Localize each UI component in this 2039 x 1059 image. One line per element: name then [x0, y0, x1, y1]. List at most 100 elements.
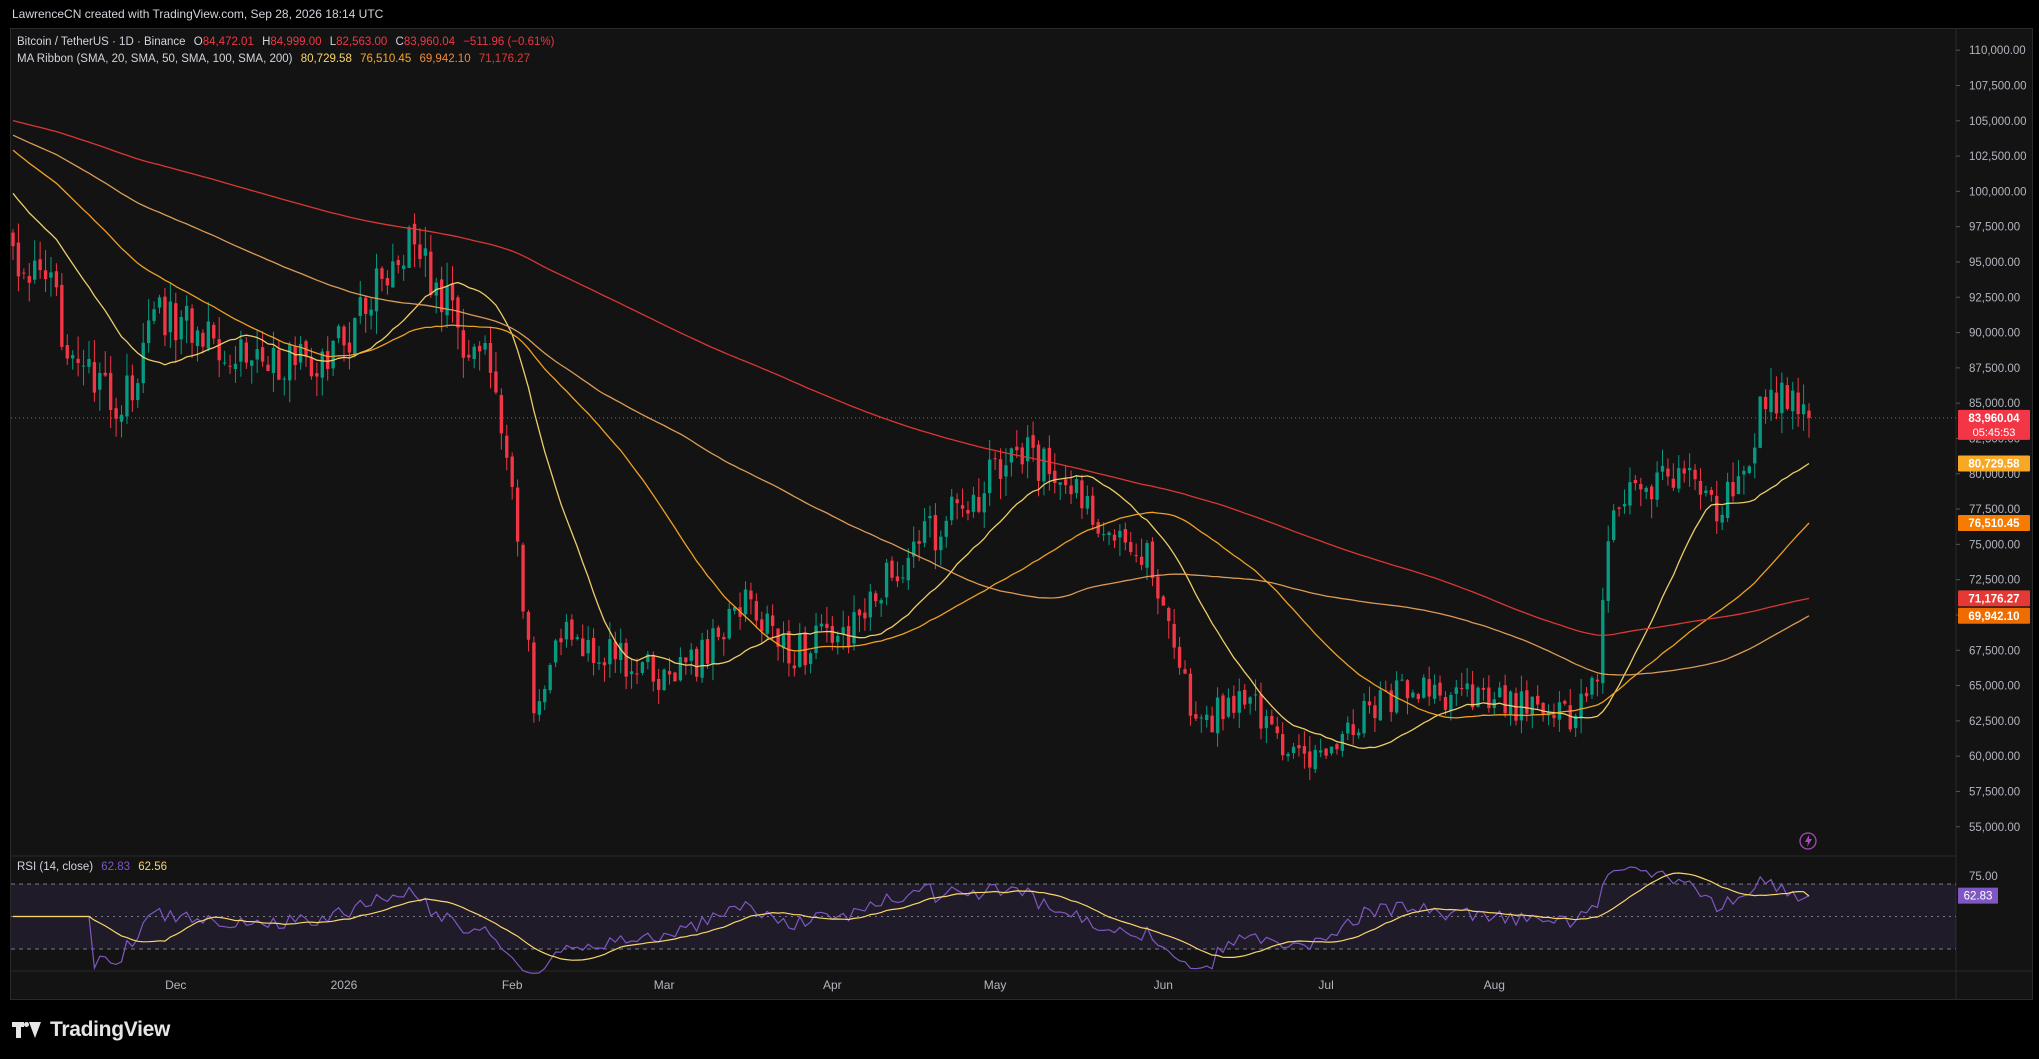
candle: [727, 602, 731, 640]
candle: [1129, 531, 1133, 556]
candle-body: [483, 343, 487, 350]
candle-body: [966, 509, 970, 514]
rsi-legend[interactable]: RSI (14, close) 62.83 62.56: [17, 861, 172, 873]
rsi-tick-label: 75.00: [1969, 871, 1998, 883]
symbol-legend[interactable]: Bitcoin / TetherUS · 1D · Binance O84,47…: [17, 36, 559, 48]
candle: [1069, 470, 1073, 505]
candle: [472, 343, 476, 369]
price-tick-label: 55,000.00: [1969, 822, 2020, 834]
candle: [1438, 675, 1442, 701]
candle: [1460, 672, 1464, 696]
candle: [950, 488, 954, 526]
candle-body: [1503, 685, 1507, 714]
candle-body: [895, 576, 900, 582]
candle-body: [1069, 485, 1073, 495]
candle-body: [1188, 673, 1193, 716]
candle: [505, 424, 509, 471]
candle-body: [472, 346, 476, 360]
candle-body: [884, 562, 889, 598]
candle-body: [103, 372, 107, 376]
candle-body: [1438, 682, 1442, 696]
candle-body: [646, 654, 650, 663]
price-tag-bg: [1958, 455, 2030, 472]
candle: [114, 397, 118, 437]
ma-ribbon-legend[interactable]: MA Ribbon (SMA, 20, SMA, 50, SMA, 100, S…: [17, 53, 535, 65]
candle-body: [716, 627, 721, 637]
candle: [1063, 464, 1068, 494]
candle: [890, 556, 894, 582]
candle: [49, 256, 53, 297]
candle-body: [657, 678, 661, 690]
candle: [412, 213, 417, 268]
price-tick-label: 102,500.00: [1969, 151, 2027, 163]
tradingview-brand[interactable]: TradingView: [12, 1018, 170, 1042]
chart-frame[interactable]: 55,000.00 57,500.00 60,000.00 62,500.00 65,0…: [10, 28, 2033, 1000]
candle: [1264, 709, 1269, 744]
candle-body: [1416, 694, 1421, 700]
candle: [635, 658, 639, 685]
time-tick-label: Feb: [502, 978, 523, 992]
candle: [1253, 679, 1258, 711]
candle: [1801, 384, 1806, 431]
candle: [1666, 458, 1670, 486]
candle: [1205, 705, 1209, 728]
candle: [532, 636, 536, 723]
candle: [1188, 668, 1193, 726]
candle-body: [581, 638, 585, 657]
candle-body: [331, 340, 335, 369]
candle-body: [1129, 542, 1133, 553]
candle-body: [776, 628, 780, 647]
candle: [1525, 680, 1529, 722]
candle: [1432, 674, 1437, 704]
candle-body: [727, 608, 731, 639]
candle: [1183, 660, 1187, 675]
candle-body: [1237, 691, 1241, 713]
candle-body: [879, 600, 883, 604]
candle-body: [1541, 702, 1545, 715]
candle-body: [673, 672, 677, 682]
candle: [922, 508, 927, 548]
candle: [1720, 506, 1724, 530]
candle-body: [141, 342, 145, 384]
candle: [928, 505, 932, 538]
candle-body: [1584, 692, 1589, 697]
price-chart[interactable]: 55,000.00 57,500.00 60,000.00 62,500.00 65,0…: [11, 29, 2032, 999]
candle: [1687, 453, 1692, 487]
candle-body: [906, 557, 910, 581]
candle: [1112, 529, 1117, 549]
candle-body: [998, 459, 1003, 479]
candle-body: [1557, 702, 1562, 720]
candle-body: [1248, 697, 1252, 704]
candle: [662, 668, 666, 692]
price-tick-label: 75,000.00: [1969, 539, 2020, 551]
candle: [499, 388, 504, 450]
candle: [1145, 540, 1149, 581]
axes: 55,000.00 57,500.00 60,000.00 62,500.00 65,0…: [165, 45, 2026, 992]
candle: [152, 301, 156, 325]
candle: [521, 542, 525, 619]
candle-body: [1210, 715, 1214, 733]
candle-body: [1123, 529, 1128, 543]
candle-body: [559, 638, 563, 643]
candle: [228, 354, 232, 374]
candle: [602, 657, 607, 682]
candle: [179, 310, 183, 355]
candle: [146, 299, 151, 353]
candle: [1329, 746, 1334, 756]
candle: [781, 621, 786, 663]
candle-body: [81, 365, 86, 367]
candle-body: [1063, 479, 1068, 486]
time-tick-label: Mar: [654, 978, 675, 992]
candle-body: [1346, 722, 1350, 734]
candle-body: [1389, 690, 1393, 713]
candle: [239, 330, 243, 377]
candle-body: [320, 351, 324, 378]
price-tag-value: 71,176.27: [1968, 593, 2019, 605]
candle-body: [857, 609, 862, 616]
candle: [700, 632, 704, 683]
candle-body: [16, 242, 21, 277]
candle: [787, 619, 791, 677]
candle-body: [667, 671, 672, 675]
candle-body: [369, 309, 373, 316]
candle: [1519, 675, 1524, 734]
